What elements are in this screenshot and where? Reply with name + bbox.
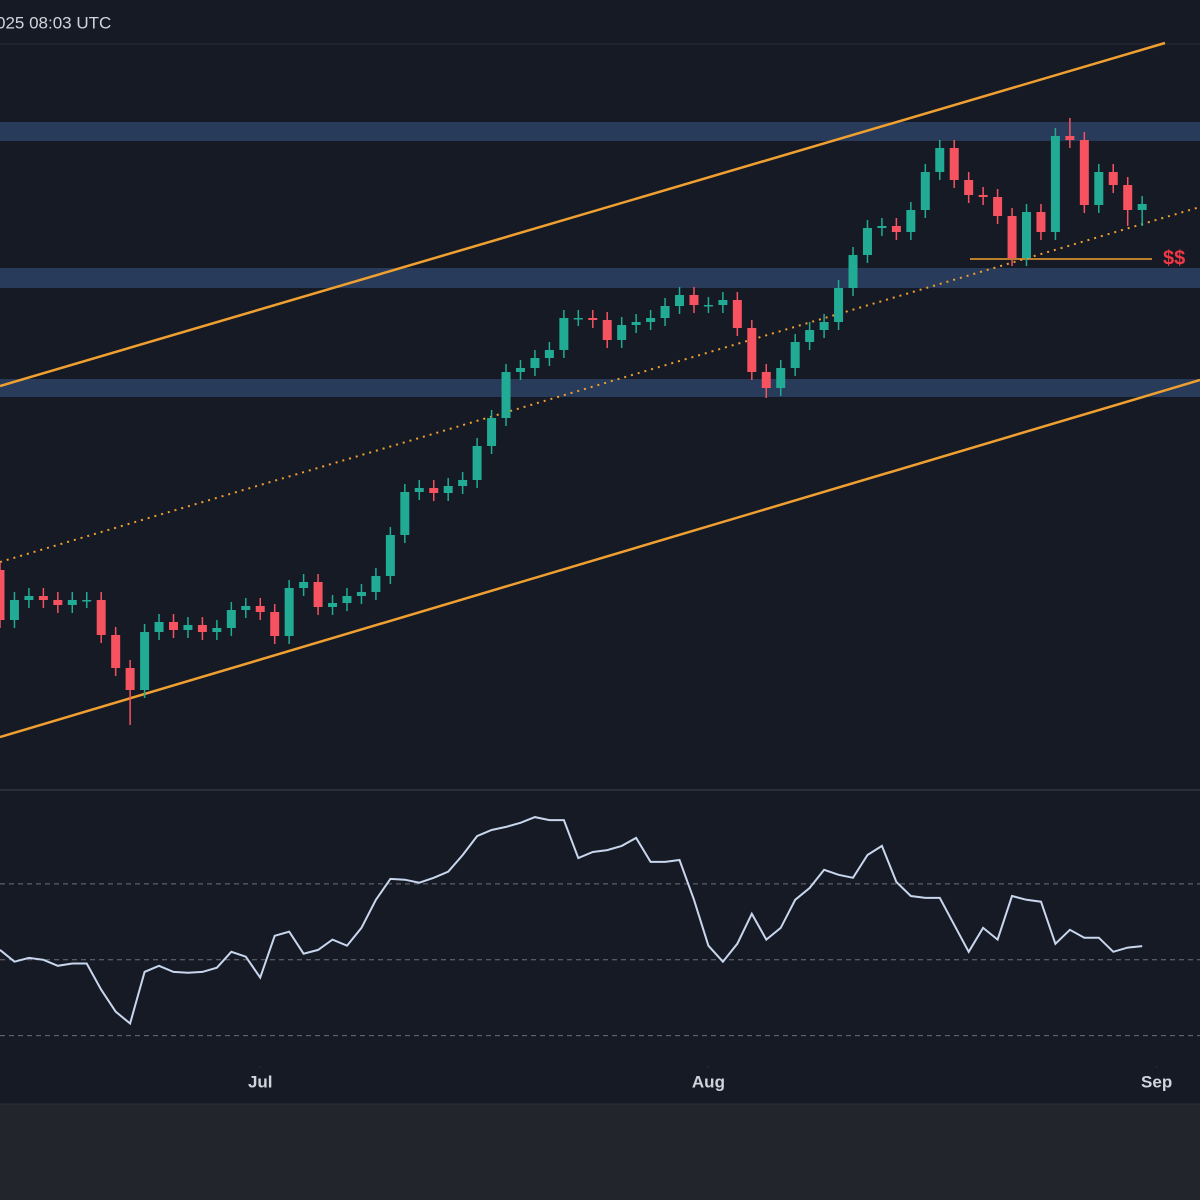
candle-body bbox=[1065, 136, 1075, 140]
candle-body bbox=[414, 488, 424, 492]
candle-body bbox=[67, 600, 77, 605]
candle-body bbox=[675, 295, 685, 306]
rsi-line bbox=[0, 816, 1143, 1026]
candle-body bbox=[805, 330, 815, 342]
candle-body bbox=[356, 592, 366, 596]
candle-body bbox=[328, 603, 338, 607]
channel-lower bbox=[0, 378, 1200, 739]
candle-body bbox=[920, 172, 930, 210]
candle-body bbox=[819, 322, 829, 330]
candle-body bbox=[1123, 185, 1133, 210]
candle-body bbox=[1007, 216, 1017, 258]
zone bbox=[0, 122, 1200, 141]
channel bbox=[0, 41, 1200, 739]
candle-body bbox=[617, 325, 627, 340]
candle-body bbox=[1036, 212, 1046, 232]
candle-body bbox=[226, 610, 236, 628]
candle-body bbox=[0, 570, 5, 620]
candle-body bbox=[602, 320, 612, 340]
candle-body bbox=[342, 596, 352, 603]
candle-body bbox=[834, 288, 844, 322]
footer bbox=[0, 1104, 1200, 1200]
candle-body bbox=[588, 318, 598, 320]
zone bbox=[0, 268, 1200, 288]
candle-body bbox=[1094, 172, 1104, 205]
candle-body bbox=[544, 350, 554, 358]
candle-body bbox=[718, 300, 728, 305]
candle-body bbox=[848, 255, 858, 288]
candle-body bbox=[1079, 140, 1089, 205]
candle-body bbox=[299, 582, 309, 588]
candle-body bbox=[515, 368, 525, 372]
candle-body bbox=[1050, 136, 1060, 232]
x-tick-label: Aug bbox=[692, 1072, 725, 1091]
candle-body bbox=[573, 318, 583, 320]
candle-body bbox=[776, 368, 786, 388]
candle-body bbox=[761, 372, 771, 388]
candle-body bbox=[429, 488, 439, 493]
candle-body bbox=[458, 480, 468, 486]
candle-body bbox=[443, 486, 453, 493]
candle-body bbox=[154, 622, 164, 632]
candle-body bbox=[501, 372, 511, 418]
candle-body bbox=[255, 606, 265, 612]
candle-body bbox=[877, 226, 887, 228]
candle-body bbox=[24, 596, 34, 600]
annotation: $$ bbox=[1163, 247, 1185, 269]
candle-body bbox=[949, 148, 959, 180]
candle-body bbox=[53, 600, 63, 605]
candle-body bbox=[1108, 172, 1118, 185]
candle-body bbox=[168, 622, 178, 630]
candle-body bbox=[790, 342, 800, 368]
candle-body bbox=[935, 148, 945, 172]
candle-body bbox=[862, 228, 872, 255]
candle-body bbox=[487, 418, 497, 446]
channel-upper bbox=[0, 41, 1166, 388]
candle-body bbox=[646, 318, 656, 322]
zones bbox=[0, 122, 1200, 397]
candle-body bbox=[747, 328, 757, 372]
candle-body bbox=[530, 358, 540, 368]
candle-body bbox=[906, 210, 916, 232]
candle-body bbox=[660, 306, 670, 318]
marks: Jul Aug Sep bbox=[0, 118, 1200, 1091]
candle-body bbox=[891, 226, 901, 232]
candle-body bbox=[371, 576, 381, 592]
candle-body bbox=[212, 628, 222, 632]
candle-body bbox=[703, 305, 713, 307]
candle-body bbox=[732, 300, 742, 328]
candle-body bbox=[82, 600, 92, 602]
candle-body bbox=[472, 446, 482, 480]
candle-body bbox=[559, 318, 569, 350]
x-tick-label: Sep bbox=[1141, 1072, 1172, 1091]
candle-body bbox=[631, 322, 641, 325]
zone bbox=[0, 379, 1200, 397]
candle-body bbox=[96, 600, 106, 635]
candle-body bbox=[284, 588, 294, 636]
timestamp: 025 08:03 UTC bbox=[0, 13, 111, 32]
candle-body bbox=[241, 606, 251, 610]
candle-body bbox=[270, 612, 280, 636]
candle-body bbox=[1022, 212, 1032, 258]
candle-body bbox=[993, 197, 1003, 216]
candle-body bbox=[38, 596, 48, 600]
candle-body bbox=[1137, 204, 1147, 210]
x-tick-label: Jul bbox=[248, 1072, 273, 1091]
candle-body bbox=[978, 195, 988, 197]
candle-body bbox=[9, 600, 19, 620]
candle-body bbox=[140, 632, 150, 690]
candle-body bbox=[111, 635, 121, 668]
candle-body bbox=[125, 668, 135, 690]
candle-body bbox=[183, 625, 193, 630]
candle-body bbox=[313, 582, 323, 607]
candle-body bbox=[964, 180, 974, 195]
candle-body bbox=[689, 295, 699, 305]
candle-body bbox=[197, 625, 207, 632]
candle-body bbox=[400, 492, 410, 535]
candle-body bbox=[385, 535, 395, 576]
